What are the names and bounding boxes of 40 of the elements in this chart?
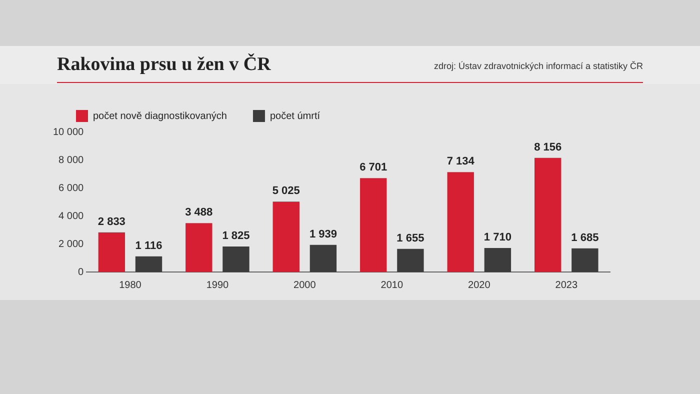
x-tick-label: 1980 — [119, 280, 142, 291]
bar — [272, 202, 300, 272]
data-label: 1 655 — [396, 232, 424, 244]
y-tick-label: 6 000 — [58, 182, 84, 194]
bar — [222, 246, 250, 272]
data-label: 1 710 — [484, 232, 512, 244]
data-label: 1 939 — [309, 228, 337, 240]
data-label: 8 156 — [534, 141, 562, 154]
data-label: 7 134 — [446, 156, 476, 168]
bar — [484, 248, 512, 272]
legend-label: počet úmrtí — [270, 110, 320, 122]
data-label: 5 025 — [272, 185, 300, 198]
x-tick-label: 2010 — [380, 280, 404, 291]
y-tick-label: 0 — [78, 266, 84, 278]
data-label: 6 701 — [360, 162, 388, 174]
y-tick-label: 4 000 — [58, 210, 84, 222]
bar — [534, 158, 562, 272]
legend-label: počet nově diagnostikovaných — [93, 110, 227, 122]
bar — [186, 223, 212, 272]
y-tick-label: 10 000 — [52, 126, 84, 138]
chart-title: Rakovina prsu u žen v ČR — [57, 54, 271, 76]
data-label: 3 488 — [185, 206, 213, 219]
x-tick-label: 2000 — [294, 280, 316, 291]
x-tick-label: 2020 — [468, 280, 491, 291]
bar — [310, 244, 337, 272]
data-label: 1 825 — [222, 230, 250, 242]
bar — [447, 172, 474, 272]
data-label: 2 833 — [98, 216, 126, 228]
x-tick-label: 2023 — [555, 280, 578, 291]
bar — [135, 256, 162, 272]
bar — [397, 248, 424, 272]
bar — [360, 178, 387, 272]
text: zdroj: Ústav zdravotnických informací a statistiky ČR — [434, 61, 643, 71]
bar — [572, 248, 598, 272]
x-tick-label: 1990 — [206, 280, 229, 291]
data-label: 1 116 — [135, 240, 162, 252]
y-tick-label: 8 000 — [58, 154, 84, 166]
data-label: 1 685 — [571, 232, 599, 244]
y-tick-label: 2 000 — [58, 238, 84, 250]
bar — [98, 232, 126, 272]
